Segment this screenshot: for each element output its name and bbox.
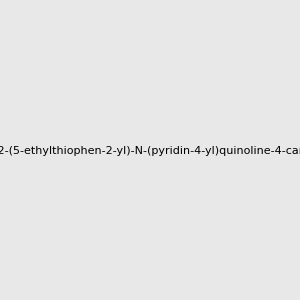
Text: 6-chloro-2-(5-ethylthiophen-2-yl)-N-(pyridin-4-yl)quinoline-4-carboxamide: 6-chloro-2-(5-ethylthiophen-2-yl)-N-(pyr… xyxy=(0,146,300,157)
